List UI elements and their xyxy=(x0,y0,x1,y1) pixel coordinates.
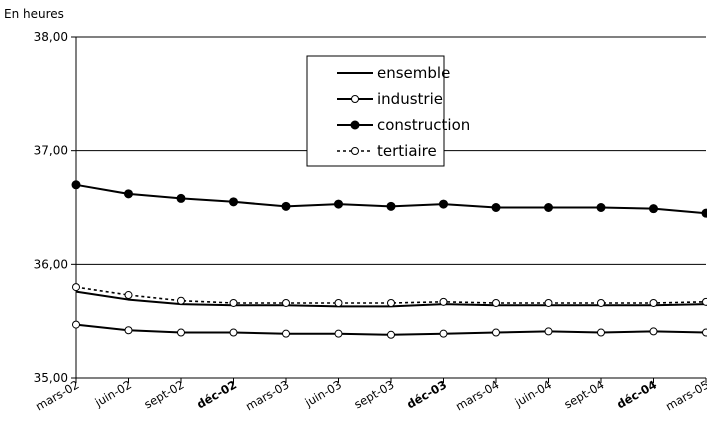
data-point-construction xyxy=(491,203,501,212)
x-tick-label: sept-04 xyxy=(562,377,607,411)
x-tick-label: déc-04 xyxy=(614,377,659,411)
x-tick-label: déc-02 xyxy=(194,377,239,411)
data-point-construction xyxy=(701,208,707,218)
data-point-industrie xyxy=(72,320,80,329)
data-point-construction xyxy=(649,204,658,214)
data-point-tertiaire xyxy=(177,296,185,305)
y-tick-labels: 35,00 36,00 37,00 38,00 xyxy=(34,30,68,385)
data-point-construction xyxy=(544,203,553,212)
data-point-tertiaire xyxy=(597,298,605,307)
legend-marker-industrie xyxy=(351,95,359,103)
data-point-industrie xyxy=(702,328,707,337)
data-point-tertiaire xyxy=(649,298,658,307)
data-point-construction xyxy=(439,199,448,209)
legend-marker-tertiaire xyxy=(351,147,359,155)
data-point-industrie xyxy=(544,327,553,336)
data-point-construction xyxy=(71,180,81,190)
x-tick-labels: mars-02 juin-02 sept-02 déc-02 mars-03 juin-0… xyxy=(33,377,707,413)
data-point-construction xyxy=(386,201,396,211)
legend-label-tertiaire: tertiaire xyxy=(377,142,437,160)
x-tick-label: mars-04 xyxy=(453,377,501,413)
data-point-construction xyxy=(124,189,133,199)
x-tick-label: juin-02 xyxy=(92,377,134,410)
data-point-construction xyxy=(229,197,238,207)
legend-box xyxy=(306,55,445,167)
data-point-tertiaire xyxy=(492,298,500,307)
data-point-industrie xyxy=(334,329,343,338)
legend-label-industrie: industrie xyxy=(377,90,443,108)
data-point-industrie xyxy=(439,329,448,338)
data-point-tertiaire xyxy=(229,298,238,307)
data-point-tertiaire xyxy=(282,298,290,307)
x-tick-label: mars-03 xyxy=(243,377,291,413)
data-point-tertiaire xyxy=(124,291,133,300)
series-group xyxy=(71,180,707,339)
legend: ensemble industrie construction tertiaire xyxy=(306,55,470,167)
data-point-construction xyxy=(596,203,606,212)
data-point-tertiaire xyxy=(334,298,343,307)
data-point-industrie xyxy=(492,328,500,337)
data-point-tertiaire xyxy=(544,298,553,307)
x-tick-label: mars-05 xyxy=(663,377,707,413)
data-point-industrie xyxy=(387,330,395,339)
y-tick-label: 38,00 xyxy=(34,30,68,44)
y-tick-label: 35,00 xyxy=(34,371,68,385)
data-point-tertiaire xyxy=(72,283,80,292)
data-point-construction xyxy=(334,199,343,209)
data-point-industrie xyxy=(177,328,185,337)
x-tick-label: sept-02 xyxy=(142,377,187,411)
data-point-construction xyxy=(281,201,291,211)
legend-label-construction: construction xyxy=(377,116,470,134)
legend-label-ensemble: ensemble xyxy=(377,64,450,82)
data-point-industrie xyxy=(597,328,605,337)
y-tick-label: 36,00 xyxy=(34,257,68,271)
data-point-industrie xyxy=(124,326,133,335)
legend-marker-construction xyxy=(350,120,360,130)
x-tick-label: déc-03 xyxy=(404,377,449,411)
data-point-tertiaire xyxy=(702,297,707,306)
y-unit-label: En heures xyxy=(4,7,64,21)
data-point-tertiaire xyxy=(439,297,448,306)
data-point-industrie xyxy=(282,329,290,338)
data-point-tertiaire xyxy=(387,298,395,307)
y-tick-label: 37,00 xyxy=(34,144,68,158)
x-tick-label: sept-03 xyxy=(352,377,397,411)
data-point-industrie xyxy=(229,328,238,337)
data-point-construction xyxy=(176,193,186,203)
data-point-industrie xyxy=(649,327,658,336)
x-tick-label: juin-03 xyxy=(302,377,344,410)
x-tick-label: juin-04 xyxy=(512,377,554,410)
